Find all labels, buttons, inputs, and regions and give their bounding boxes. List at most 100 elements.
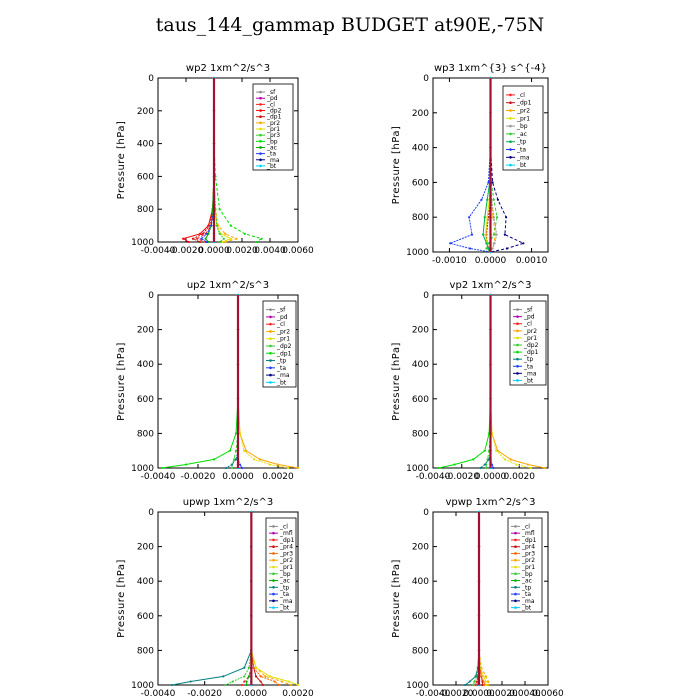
data-point <box>240 466 244 470</box>
y-tick-label: 800 <box>137 429 154 439</box>
data-point <box>509 458 512 461</box>
data-point <box>243 680 246 683</box>
data-point <box>483 216 486 219</box>
legend-marker <box>516 350 519 354</box>
y-tick-label: 800 <box>137 646 154 656</box>
chart-panel-5: upwp 1xm^2/s^3 Pressure [hPa] 0 200 400 600 80… <box>116 497 314 699</box>
legend-entry: _tp <box>523 356 533 363</box>
legend-marker <box>272 531 275 535</box>
y-tick-label: 400 <box>412 144 429 154</box>
legend-marker <box>272 545 275 548</box>
legend-entry: _pr1 <box>279 564 293 571</box>
data-point <box>259 680 262 683</box>
legend-entry: _ta <box>266 151 276 158</box>
legend-marker <box>259 109 262 112</box>
y-axis-label: Pressure [hPa] <box>391 126 402 205</box>
legend-marker <box>516 315 519 318</box>
y-tick-label: 0 <box>423 291 429 301</box>
data-point <box>492 233 495 236</box>
legend-entry: _pr1 <box>521 564 535 571</box>
data-point <box>529 466 532 470</box>
legend-marker <box>509 124 512 128</box>
plot-frame <box>432 511 549 686</box>
legend-entry: _pr2 <box>523 328 537 335</box>
data-point <box>234 449 238 452</box>
x-tick-label: 0.0020 <box>486 689 518 699</box>
chart-panel-6: vpwp 1xm^2/s^3 Pressure [hPa] 0 200 400 600 80… <box>391 497 564 699</box>
x-tick-label: 0.0000 <box>236 689 268 699</box>
data-point <box>254 675 258 678</box>
data-point <box>234 432 238 435</box>
data-point <box>544 466 547 470</box>
legend-marker <box>514 565 517 569</box>
legend-marker <box>509 93 512 97</box>
data-point <box>481 683 484 687</box>
legend-entry: _tp <box>279 584 289 591</box>
data-point <box>472 683 475 687</box>
legend-marker <box>269 381 272 384</box>
data-point <box>218 208 221 211</box>
data-point <box>487 683 490 687</box>
data-point <box>245 680 248 683</box>
data-point <box>505 247 509 250</box>
data-point <box>260 237 263 240</box>
series-line-tp <box>225 295 239 469</box>
legend-marker <box>269 330 272 333</box>
y-tick-label: 1000 <box>406 248 429 258</box>
legend-entry: _tp <box>516 139 526 146</box>
legend: _sf_pd_cl_pr2_pr1_dp2_dp1_tp_ta_ma_bt <box>262 300 297 388</box>
x-tick-label: 0.0040 <box>254 246 286 256</box>
legend-box <box>509 300 547 386</box>
data-point <box>187 240 190 244</box>
data-point <box>464 683 467 687</box>
data-point <box>276 463 280 466</box>
legend: _cl_dp1_pr2_pr1_bp_ac_tp_ta_ma_bt <box>502 85 544 171</box>
legend-marker <box>269 308 272 311</box>
legend-marker <box>259 133 262 137</box>
legend-entry: _dp1 <box>266 114 282 121</box>
legend-marker <box>259 103 262 106</box>
data-point <box>482 233 485 236</box>
y-tick-label: 400 <box>137 360 154 370</box>
data-point <box>243 232 246 235</box>
data-point <box>484 683 487 687</box>
legend-marker <box>516 343 519 347</box>
legend-entry: _bp <box>521 571 533 578</box>
data-point <box>221 240 224 244</box>
legend-marker <box>516 336 519 340</box>
legend-entry: _dp1 <box>279 537 295 544</box>
legend-entry: _cl <box>276 321 285 328</box>
y-tick-label: 200 <box>137 326 154 336</box>
legend: _sf_pd_cl_pr2_pr1_dp2_dp1_tp_ta_ma_bt <box>509 300 547 386</box>
data-point <box>198 240 202 244</box>
plot-frame <box>157 511 299 686</box>
legend-marker <box>269 322 272 326</box>
legend-entry: _bp <box>279 571 291 578</box>
data-point <box>218 232 221 235</box>
legend-box <box>262 300 297 388</box>
data-point <box>296 683 300 687</box>
legend-entry: _dp1 <box>523 349 539 356</box>
data-point <box>243 666 246 669</box>
legend-marker <box>516 329 519 333</box>
data-point <box>480 675 483 678</box>
legend-entry: _cl <box>279 523 288 530</box>
data-point <box>200 237 203 240</box>
legend-marker <box>514 525 517 528</box>
legend-marker <box>259 90 262 94</box>
series-line-tp <box>171 512 252 686</box>
legend-entry: _pr1 <box>266 126 280 133</box>
x-tick-label: 0.0000 <box>222 472 254 482</box>
data-point <box>247 675 251 678</box>
x-tick-label: 0.0000 <box>475 256 507 266</box>
legend-entry: _dp1 <box>521 537 537 544</box>
legend-marker <box>272 525 275 528</box>
legend-entry: _ma <box>521 598 535 605</box>
legend-entry: _ta <box>521 591 531 598</box>
legend-entry: _pr1 <box>523 335 537 342</box>
y-tick-label: 800 <box>137 205 154 215</box>
data-point <box>264 675 267 678</box>
legend-entry: _mfl <box>279 530 293 537</box>
data-point <box>491 247 494 250</box>
y-tick-label: 600 <box>137 612 154 622</box>
